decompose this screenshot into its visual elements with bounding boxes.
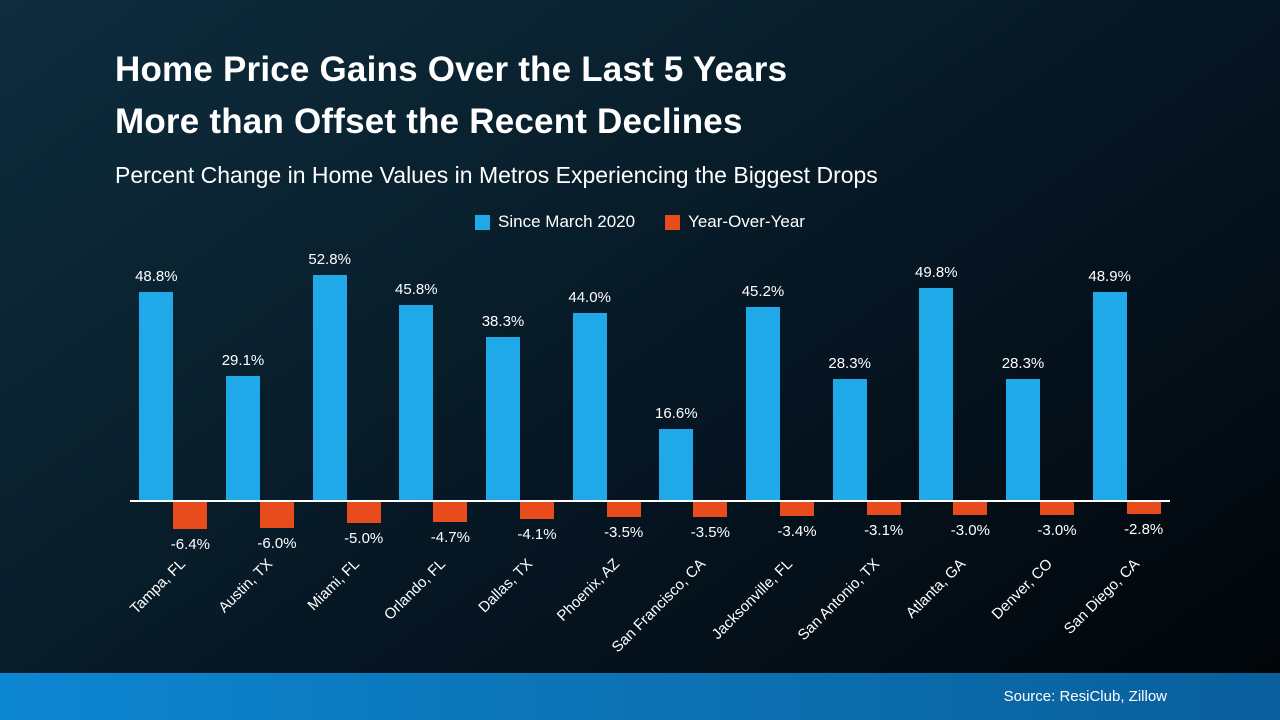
value-label-positive: 28.3%	[1001, 355, 1045, 373]
value-label-positive: 48.8%	[135, 268, 178, 286]
chart-legend: Since March 2020 Year-Over-Year	[0, 212, 1280, 232]
bar-year-over-year	[520, 502, 554, 520]
value-label-negative: -3.4%	[777, 523, 817, 541]
bar-since-march-2020	[832, 379, 867, 500]
value-label-negative: -3.0%	[950, 521, 990, 539]
bar-since-march-2020	[1092, 291, 1127, 500]
legend-label: Year-Over-Year	[688, 212, 805, 231]
value-label-negative: -6.0%	[257, 534, 297, 552]
value-label-positive: 49.8%	[915, 263, 958, 281]
chart-subtitle: Percent Change in Home Values in Metros …	[115, 161, 878, 188]
value-label-positive: 38.3%	[481, 312, 525, 330]
value-label-negative: -2.8%	[1124, 520, 1164, 538]
bar-since-march-2020	[919, 287, 954, 500]
bar-year-over-year	[1040, 502, 1074, 515]
bar-year-over-year	[780, 502, 814, 517]
value-label-negative: -3.0%	[1037, 521, 1077, 539]
bar-since-march-2020	[226, 376, 260, 500]
value-label-positive: 16.6%	[655, 405, 698, 423]
chart-title-line1: Home Price Gains Over the Last 5 Years	[115, 50, 788, 89]
value-label-positive: 45.2%	[741, 283, 785, 301]
bar-year-over-year	[173, 502, 208, 530]
value-label-negative: -4.1%	[517, 526, 557, 544]
value-label-positive: 48.9%	[1088, 267, 1131, 285]
value-label-positive: 44.0%	[568, 288, 611, 306]
value-label-negative: -5.0%	[344, 530, 384, 548]
value-label-positive: 28.3%	[828, 355, 871, 373]
value-label-negative: -4.7%	[430, 529, 470, 547]
bar-year-over-year	[260, 502, 294, 528]
bar-since-march-2020	[746, 307, 780, 500]
bar-year-over-year	[433, 502, 468, 523]
bar-since-march-2020	[312, 275, 347, 500]
value-label-positive: 52.8%	[308, 251, 351, 269]
bar-chart: 48.8% -6.4% Tampa, FL 29.1% -6.0% Austin, TX 5…	[127, 248, 1170, 688]
chart-header: Home Price Gains Over the Last 5 Years M…	[115, 44, 878, 189]
chart-title: Home Price Gains Over the Last 5 Years M…	[115, 44, 878, 148]
bar-since-march-2020	[486, 336, 520, 500]
bar-since-march-2020	[139, 292, 174, 500]
bar-year-over-year	[1126, 502, 1161, 514]
bar-since-march-2020	[1006, 379, 1040, 500]
bar-year-over-year	[866, 502, 901, 516]
bar-since-march-2020	[399, 304, 434, 500]
legend-item-since-march-2020: Since March 2020	[475, 212, 635, 232]
legend-item-year-over-year: Year-Over-Year	[665, 212, 805, 232]
legend-label: Since March 2020	[498, 212, 636, 231]
source-bar: Source: ResiClub, Zillow	[0, 673, 1280, 720]
bar-since-march-2020	[572, 312, 607, 500]
legend-swatch-orange	[665, 214, 681, 230]
bar-year-over-year	[606, 502, 641, 517]
value-label-positive: 45.8%	[395, 280, 438, 298]
legend-swatch-blue	[475, 214, 491, 230]
chart-title-line2: More than Offset the Recent Declines	[115, 101, 743, 141]
bar-year-over-year	[346, 502, 381, 524]
zero-axis-line	[130, 500, 1170, 502]
value-label-negative: -3.5%	[604, 523, 644, 541]
bar-year-over-year	[953, 502, 988, 515]
value-label-negative: -3.5%	[690, 523, 730, 541]
value-label-negative: -3.1%	[864, 522, 904, 540]
bar-since-march-2020	[659, 429, 694, 500]
bar-year-over-year	[693, 502, 728, 517]
source-text: Source: ResiClub, Zillow	[1003, 688, 1167, 705]
value-label-negative: -6.4%	[170, 536, 210, 554]
value-label-positive: 29.1%	[221, 352, 265, 370]
